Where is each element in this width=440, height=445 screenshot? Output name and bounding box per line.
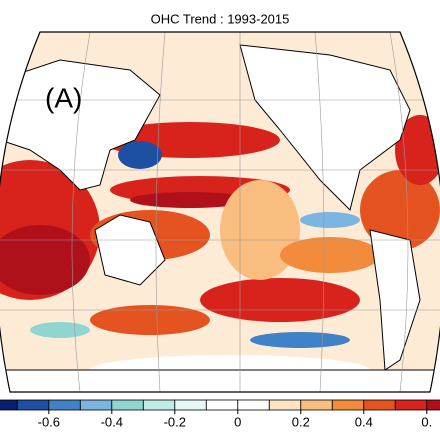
colorbar-tick-label: 0.: [421, 414, 432, 429]
colorbar-segment: [363, 399, 396, 411]
colorbar-segment: [331, 399, 365, 411]
colorbar-segment: [48, 399, 81, 411]
colorbar-tick-label: 0: [234, 414, 241, 429]
colorbar-segment: [174, 399, 207, 411]
colorbar-tick-label: -0.4: [101, 414, 123, 429]
colorbar-segment: [237, 399, 270, 411]
land: [0, 44, 440, 392]
colorbar-segment: [205, 399, 239, 411]
colorbar-segment: [16, 399, 50, 411]
title: OHC Trend : 1993-2015: [151, 11, 290, 26]
map-outline: [0, 31, 440, 393]
colorbar-segment: [268, 399, 302, 411]
colorbar-segment: [111, 399, 144, 411]
colorbar-tick-label: 0.4: [355, 414, 373, 429]
colorbar-segment: [426, 399, 440, 411]
colorbar: -0.6 -0.4 -0.2 0 0.2 0.4 0.: [0, 399, 440, 429]
colorbar-segment: [394, 399, 428, 411]
colorbar-segment: [0, 399, 18, 411]
colorbar-segment: [300, 399, 333, 411]
colorbar-segment: [79, 399, 113, 411]
map: [0, 32, 440, 392]
colorbar-tick-label: -0.2: [164, 414, 186, 429]
colorbar-segment: [142, 399, 176, 411]
panel-label: (A): [45, 82, 82, 113]
colorbar-tick-label: -0.6: [38, 414, 60, 429]
colorbar-tick-label: 0.2: [292, 414, 310, 429]
graticule: [0, 32, 440, 392]
